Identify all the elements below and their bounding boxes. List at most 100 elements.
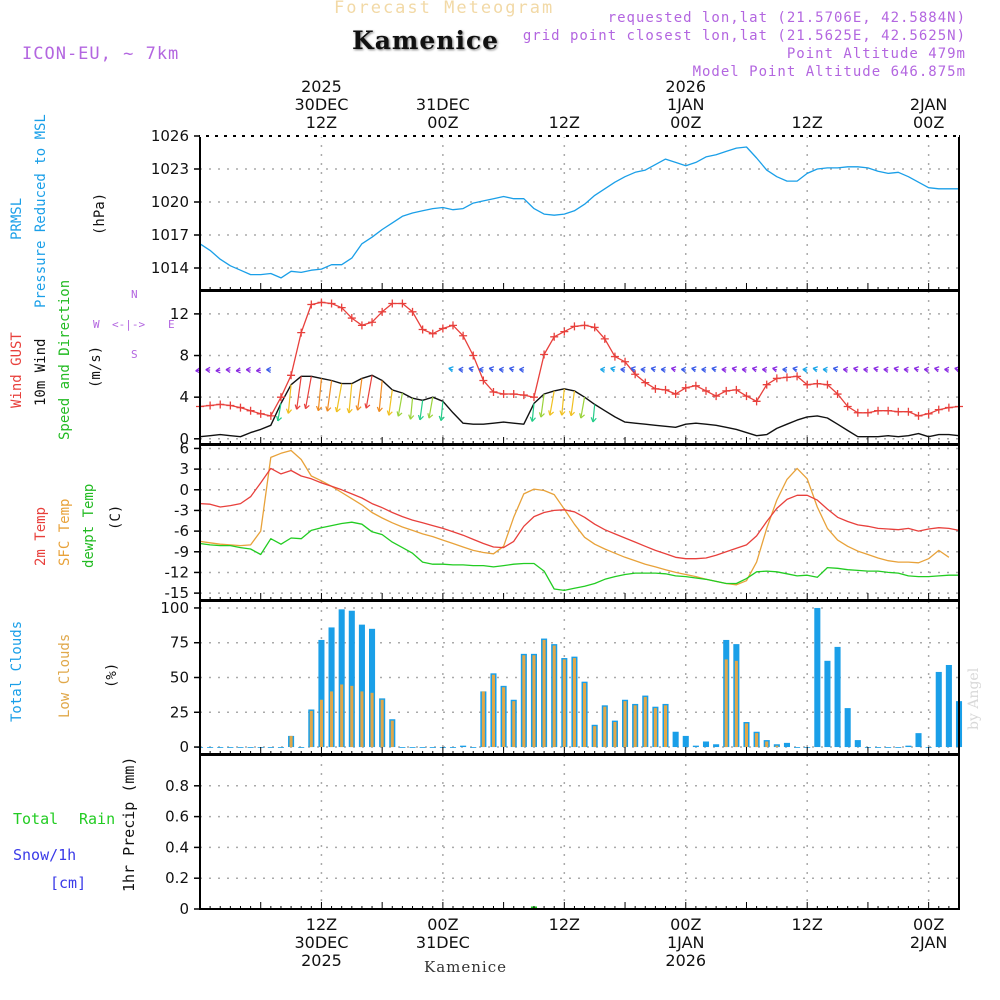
low-cloud-bar (583, 683, 587, 748)
total-cloud-bar (905, 745, 912, 748)
point-altitude: Point Altitude 479m (786, 46, 966, 62)
wind-arrowhead (812, 366, 818, 373)
ytick-label: 0.2 (165, 869, 189, 887)
model-name: ICON-EU, ~ 7km (22, 44, 180, 64)
gust-point (671, 390, 680, 399)
gust-point (317, 298, 326, 307)
total-cloud-bar (399, 747, 406, 748)
compass-w: W (93, 318, 100, 331)
time-label-bottom: 12Z (792, 915, 823, 934)
wind-arrowhead (873, 366, 879, 373)
gust-point (621, 357, 630, 366)
wind-arrowhead (590, 417, 597, 423)
wind-arrowhead (923, 366, 930, 373)
gust-point (276, 393, 285, 402)
compass-s: S (131, 348, 138, 361)
gust-point (681, 383, 690, 392)
low-cloud-bar (512, 701, 516, 748)
total-cloud-bar (915, 733, 922, 748)
low-cloud-bar (390, 720, 394, 748)
time-label-bottom: 2025 (301, 951, 342, 970)
wind-arrowhead (600, 366, 606, 373)
gust-point (631, 370, 640, 379)
gust-point (499, 390, 508, 399)
total-cloud-bar (227, 747, 234, 748)
wind-arrow (570, 390, 576, 416)
compass-arrows: <-|-> (112, 318, 146, 331)
low-cloud-bar (593, 726, 597, 748)
gust-point (560, 327, 569, 336)
gust-point (823, 380, 832, 389)
gust-point (297, 328, 306, 337)
gust-point (327, 299, 336, 308)
total-cloud-bar (885, 747, 892, 748)
gust-point (216, 400, 225, 409)
time-label-top: 30DEC (294, 95, 348, 114)
wind-arrow (277, 403, 282, 422)
gust-point (337, 303, 346, 312)
wind-arrowhead (579, 413, 585, 419)
ytick-label: -3 (174, 501, 189, 519)
gust-point (803, 380, 812, 389)
wind-arrowhead (934, 366, 940, 373)
wind-arrowhead (610, 366, 616, 373)
wind-arrowhead (519, 366, 525, 373)
snow-unit: [cm] (50, 874, 87, 892)
wind-arrowhead (294, 404, 301, 410)
total-cloud-bar (429, 747, 436, 748)
wind-arrowhead (303, 403, 310, 410)
snow-label: Snow/1h (13, 846, 77, 864)
gust-point (600, 334, 609, 343)
time-label-bottom: 00Z (670, 915, 701, 934)
total-cloud-bar (794, 747, 801, 748)
wind-arrow (531, 403, 535, 422)
total-cloud-bar (298, 747, 305, 748)
gust-point (610, 352, 619, 361)
gust-point (378, 307, 387, 316)
gridpoint-coords: grid point closest lon,lat (21.5625E, 42… (522, 28, 966, 44)
gust-point (651, 384, 660, 393)
time-label-top: 1JAN (667, 95, 705, 114)
wind-arrow (409, 398, 414, 420)
wind-arrowhead (782, 366, 788, 373)
gust-point (469, 351, 478, 360)
wind-arrow (365, 375, 373, 409)
low-cloud-bar (765, 741, 769, 748)
low-cloud-bar (775, 745, 779, 748)
wind-arrowhead (630, 366, 636, 373)
gust-point (489, 387, 498, 396)
gust-point (550, 332, 559, 341)
total-cloud-bar (824, 660, 831, 748)
wind-arrowhead (802, 366, 808, 373)
low-cloud-bar (744, 723, 748, 748)
ytick-label: 8 (179, 347, 189, 365)
time-label-top: 31DEC (416, 95, 470, 114)
low-cloud-bar (562, 659, 566, 748)
time-label-bottom: 00Z (913, 915, 944, 934)
gust-point (388, 299, 397, 308)
gust-point (934, 405, 943, 414)
total-cloud-bar (207, 747, 214, 748)
gust-point (691, 381, 700, 390)
low-cloud-bar (643, 696, 647, 748)
wind-arrowhead (893, 366, 899, 373)
wind-arrowhead (498, 366, 504, 373)
ytick-label: -9 (174, 543, 189, 561)
time-label-bottom: 12Z (306, 915, 337, 934)
time-label-bottom: 1JAN (667, 933, 705, 952)
gust-point (449, 321, 457, 330)
panel-frame-precip (199, 754, 960, 910)
ytick-label: 12 (170, 305, 189, 323)
wind-arrowhead (913, 366, 920, 373)
wind-arrowhead (670, 366, 677, 373)
wind-arrowhead (509, 366, 515, 373)
total-cloud-bar (814, 607, 821, 748)
gust-point (428, 329, 437, 338)
wind-arrow (561, 388, 565, 416)
total-cloud-bar (844, 708, 851, 748)
total-cloud-bar (277, 747, 284, 748)
time-label-top: 00Z (670, 113, 701, 132)
wind-arrow (428, 397, 434, 419)
wind-arrowhead (215, 367, 221, 374)
